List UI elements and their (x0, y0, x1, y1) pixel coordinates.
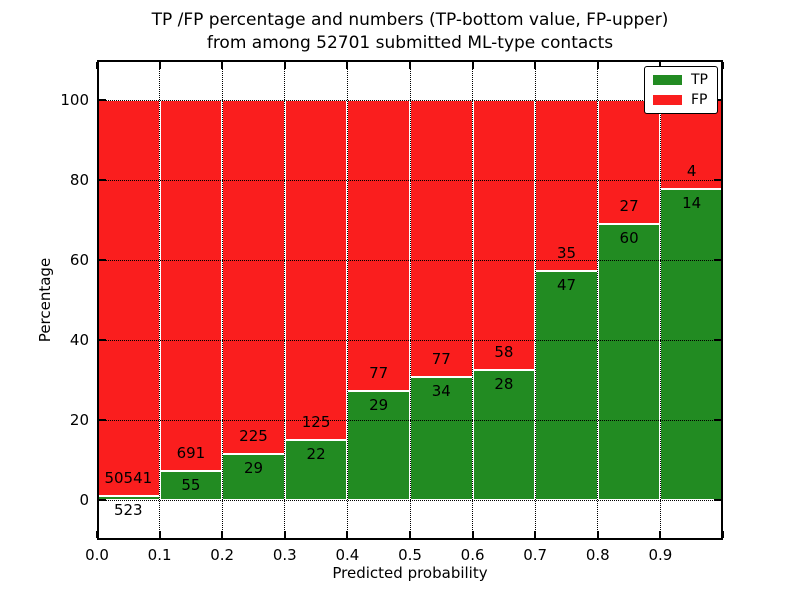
x-tick-bottom (283, 531, 286, 538)
y-tick-label: 40 (69, 331, 89, 349)
bar-fp-segment (472, 100, 536, 370)
x-tick-top (346, 62, 349, 69)
chart-title: TP /FP percentage and numbers (TP-bottom… (97, 9, 723, 55)
x-tick-label: 0.9 (648, 546, 673, 564)
fp-count-label: 35 (556, 243, 577, 262)
x-tick-top (221, 62, 224, 69)
bar-tp-segment (597, 224, 661, 500)
bar-fp-segment (159, 100, 223, 471)
x-tick-bottom (722, 531, 724, 538)
x-tick-label: 0.5 (398, 546, 422, 564)
legend-row-tp: TP (653, 73, 708, 87)
tp-count-label: 47 (556, 275, 577, 294)
legend-label-tp: TP (691, 72, 708, 88)
x-tick-top (596, 62, 599, 69)
x-tick-label: 0.6 (460, 546, 485, 564)
bar-fp-segment (284, 100, 348, 441)
x-tick-top (158, 62, 161, 69)
x-tick-top (283, 62, 286, 69)
x-tick-top (534, 62, 537, 69)
x-tick-top (471, 62, 474, 69)
bar-fp-segment (97, 100, 160, 496)
y-axis-label: Percentage (36, 257, 54, 343)
x-tick-label: 0.7 (523, 546, 548, 564)
x-tick-bottom (409, 531, 411, 538)
x-tick-label: 0.3 (272, 546, 297, 564)
tp-count-label: 55 (181, 475, 201, 494)
fp-count-label: 77 (431, 350, 451, 369)
y-tick-label: 60 (69, 251, 89, 269)
fp-count-label: 691 (176, 443, 206, 462)
legend: TP FP (644, 66, 718, 114)
x-tick-label: 0.8 (585, 546, 610, 564)
tp-count-label: 523 (113, 500, 143, 519)
x-tick-bottom (659, 531, 662, 538)
tp-count-label: 29 (243, 459, 264, 478)
x-tick-label: 0.1 (147, 546, 172, 564)
bar-tp-segment (347, 390, 410, 500)
bar-tp-segment (535, 270, 598, 500)
tp-count-label: 28 (494, 374, 514, 393)
x-tick-bottom (221, 531, 224, 538)
y-tick-label: 100 (60, 91, 89, 109)
fp-count-label: 77 (369, 363, 389, 382)
bar-fp-segment (660, 100, 723, 189)
x-tick-label: 0.4 (335, 546, 360, 564)
fp-count-label: 225 (239, 427, 268, 446)
x-tick-top (96, 62, 98, 69)
tp-count-label: 22 (306, 445, 326, 464)
tp-count-label: 29 (369, 395, 389, 414)
chart-title-line-1: TP /FP percentage and numbers (TP-bottom… (151, 10, 669, 30)
y-tick-label: 20 (69, 411, 89, 429)
legend-swatch-tp (653, 75, 682, 85)
bar-fp-segment (347, 100, 410, 391)
bar-tp-segment (660, 188, 723, 500)
tp-count-label: 34 (431, 382, 451, 401)
x-tick-bottom (534, 531, 537, 538)
fp-count-label: 125 (301, 413, 331, 432)
x-tick-bottom (96, 531, 98, 538)
tp-count-label: 60 (619, 229, 639, 248)
chart-title-line-2: from among 52701 submitted ML-type conta… (206, 33, 614, 53)
y-tick-label: 0 (79, 491, 89, 509)
x-tick-label: 0.2 (210, 546, 235, 564)
x-tick-bottom (596, 531, 599, 538)
bar-tp-segment (97, 495, 160, 500)
legend-label-fp: FP (691, 92, 708, 108)
bar-fp-segment (597, 100, 661, 225)
y-tick-label: 80 (69, 171, 89, 189)
x-tick-label: 0.0 (85, 546, 109, 564)
x-axis-label: Predicted probability (332, 564, 488, 582)
x-tick-bottom (471, 531, 474, 538)
fp-count-label: 58 (494, 342, 514, 361)
fp-count-label: 50541 (104, 468, 153, 487)
x-tick-top (722, 62, 724, 69)
bar-fp-segment (410, 100, 473, 378)
fp-count-label: 27 (619, 197, 639, 216)
legend-swatch-fp (653, 95, 682, 105)
tp-count-label: 14 (682, 193, 702, 212)
plot-area: TP FP 50541 523 691 55 225 29 125 22 77 29 77 34 58 2… (60, 60, 724, 564)
bar-fp-segment (222, 100, 285, 455)
x-tick-bottom (158, 531, 161, 538)
legend-row-fp: FP (653, 93, 708, 107)
x-tick-bottom (346, 531, 349, 538)
x-tick-top (409, 62, 411, 69)
bar-tp-segment (472, 369, 536, 500)
fp-count-label: 4 (686, 161, 697, 180)
